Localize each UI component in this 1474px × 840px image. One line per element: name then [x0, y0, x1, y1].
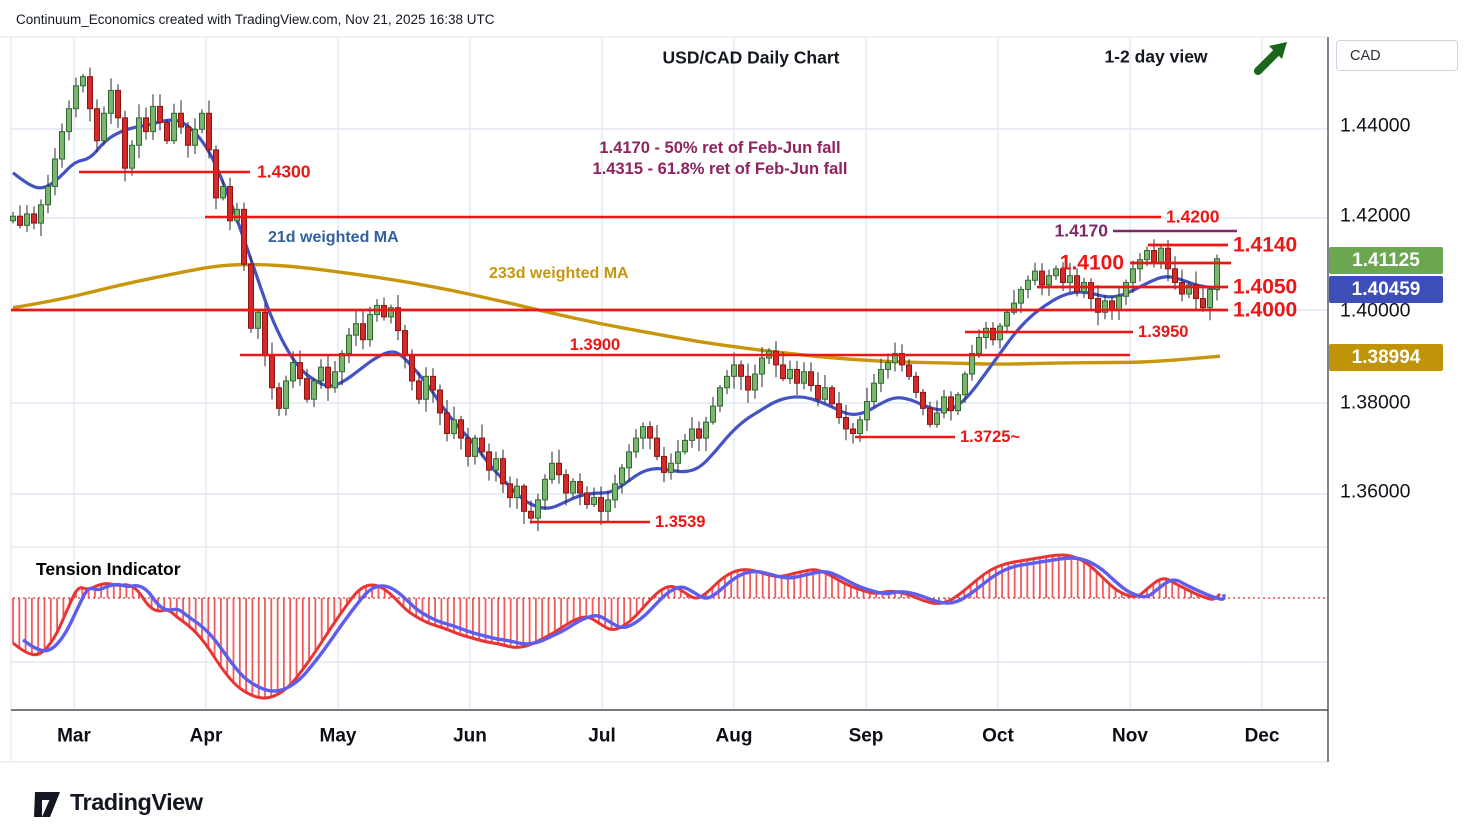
month-label: Aug [715, 725, 753, 747]
month-label: Nov [1112, 725, 1148, 747]
tradingview-logo-text: TradingView [70, 788, 203, 815]
price-badge: 1.38994 [1329, 344, 1443, 371]
level-label: 1.4300 [257, 161, 311, 182]
price-axis-label: 1.42000 [1340, 204, 1411, 227]
price-badge: 1.41125 [1329, 247, 1443, 274]
level-label: 1.3539 [655, 512, 706, 531]
ma233-label: 233d weighted MA [489, 265, 629, 282]
month-label: Dec [1244, 725, 1280, 747]
price-axis-label: 1.40000 [1340, 299, 1411, 322]
fib-line-2: 1.4315 - 61.8% ret of Feb-Jun fall [592, 160, 848, 178]
ma21-label: 21d weighted MA [268, 229, 399, 246]
level-label: 1.3900 [569, 336, 621, 355]
level-label: 1.4200 [1166, 206, 1220, 227]
level-label: 1.4000 [1233, 298, 1298, 322]
fib-retracement-note: 1.4170 - 50% ret of Feb-Jun fall 1.4315 … [593, 138, 848, 180]
symbol-label: CAD [1350, 48, 1381, 64]
chart-credit: Continuum_Economics created with Trading… [16, 12, 495, 27]
month-label: May [319, 725, 357, 747]
price-badge: 1.40459 [1329, 276, 1443, 303]
month-label: Mar [57, 725, 91, 747]
price-axis-label: 1.38000 [1340, 391, 1411, 414]
month-label: Sep [848, 725, 884, 747]
month-label: Apr [189, 725, 223, 747]
up-trend-arrow-icon [1248, 37, 1294, 83]
month-label: Oct [982, 725, 1014, 747]
level-label: 1.4050 [1233, 275, 1298, 299]
fib-line-1: 1.4170 - 50% ret of Feb-Jun fall [599, 139, 841, 157]
level-label: 1.4100 [1059, 251, 1124, 275]
tension-indicator-label: Tension Indicator [36, 559, 181, 579]
level-label: 1.3950 [1138, 322, 1189, 341]
tradingview-logo-icon [34, 792, 60, 817]
level-label: 1.4140 [1233, 233, 1298, 257]
tradingview-logo: TradingView [34, 787, 203, 818]
price-axis-label: 1.36000 [1340, 480, 1411, 503]
symbol-search-box[interactable]: CAD [1336, 40, 1458, 71]
month-label: Jul [588, 725, 616, 747]
price-axis-label: 1.44000 [1340, 114, 1411, 137]
level-label: 1.4170 [1054, 220, 1108, 241]
level-label: 1.3725~ [960, 427, 1021, 446]
month-label: Jun [453, 725, 487, 747]
chart-title: USD/CAD Daily Chart [662, 47, 840, 68]
view-note: 1-2 day view [1104, 46, 1208, 67]
